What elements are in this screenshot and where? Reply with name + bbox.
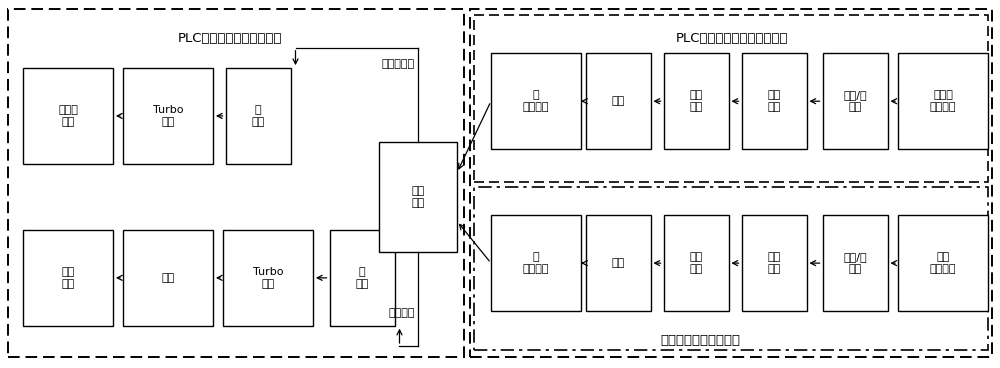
Text: 信道
均衡: 信道 均衡 bbox=[689, 91, 703, 112]
Bar bbox=[586, 53, 650, 149]
Text: Turbo
译码: Turbo 译码 bbox=[253, 267, 283, 289]
Text: 解扰: 解扰 bbox=[161, 273, 175, 283]
Text: 解
分集拷贝: 解 分集拷贝 bbox=[523, 91, 549, 112]
Bar bbox=[330, 230, 394, 326]
Text: 帧控制数据: 帧控制数据 bbox=[382, 59, 415, 70]
Bar bbox=[23, 230, 113, 326]
Bar bbox=[8, 9, 464, 357]
Bar bbox=[379, 142, 457, 252]
Bar bbox=[586, 215, 650, 311]
Text: PLC电力线传输专用接收部分: PLC电力线传输专用接收部分 bbox=[676, 32, 788, 45]
Bar bbox=[491, 215, 581, 311]
Bar bbox=[470, 9, 992, 357]
Bar bbox=[822, 215, 888, 311]
Bar bbox=[664, 215, 728, 311]
Text: 定时/帧
同步: 定时/帧 同步 bbox=[843, 252, 867, 274]
Text: 电力线
模拟前端: 电力线 模拟前端 bbox=[930, 91, 956, 112]
Text: 解
交织: 解 交织 bbox=[355, 267, 369, 289]
Text: 信道
估计: 信道 估计 bbox=[767, 91, 781, 112]
Text: 解
分集拷贝: 解 分集拷贝 bbox=[523, 252, 549, 274]
Text: 数据
合并: 数据 合并 bbox=[411, 186, 425, 208]
Text: PLC电力线和无线融合部分: PLC电力线和无线融合部分 bbox=[178, 32, 282, 45]
Bar bbox=[898, 53, 988, 149]
Text: 无线传输专用接收部分: 无线传输专用接收部分 bbox=[660, 334, 740, 347]
Text: Turbo
译码: Turbo 译码 bbox=[153, 105, 183, 127]
Bar bbox=[742, 53, 806, 149]
Bar bbox=[474, 187, 988, 350]
Text: 载荷
数据: 载荷 数据 bbox=[61, 267, 75, 289]
Bar bbox=[898, 215, 988, 311]
Text: 信道
均衡: 信道 均衡 bbox=[689, 252, 703, 274]
Bar bbox=[822, 53, 888, 149]
Text: 解调: 解调 bbox=[611, 96, 625, 106]
Text: 定时/帧
同步: 定时/帧 同步 bbox=[843, 91, 867, 112]
Text: 解调: 解调 bbox=[611, 258, 625, 268]
Bar bbox=[742, 215, 806, 311]
Bar bbox=[474, 15, 988, 182]
Bar bbox=[664, 53, 728, 149]
Bar bbox=[123, 68, 213, 164]
Text: 无线
模拟前端: 无线 模拟前端 bbox=[930, 252, 956, 274]
Bar bbox=[223, 230, 313, 326]
Bar bbox=[226, 68, 290, 164]
Bar bbox=[491, 53, 581, 149]
Text: 解
交织: 解 交织 bbox=[251, 105, 265, 127]
Text: 帧控制
数据: 帧控制 数据 bbox=[58, 105, 78, 127]
Bar bbox=[123, 230, 213, 326]
Text: 信道
估计: 信道 估计 bbox=[767, 252, 781, 274]
Text: 载荷数据: 载荷数据 bbox=[388, 308, 415, 318]
Bar bbox=[23, 68, 113, 164]
